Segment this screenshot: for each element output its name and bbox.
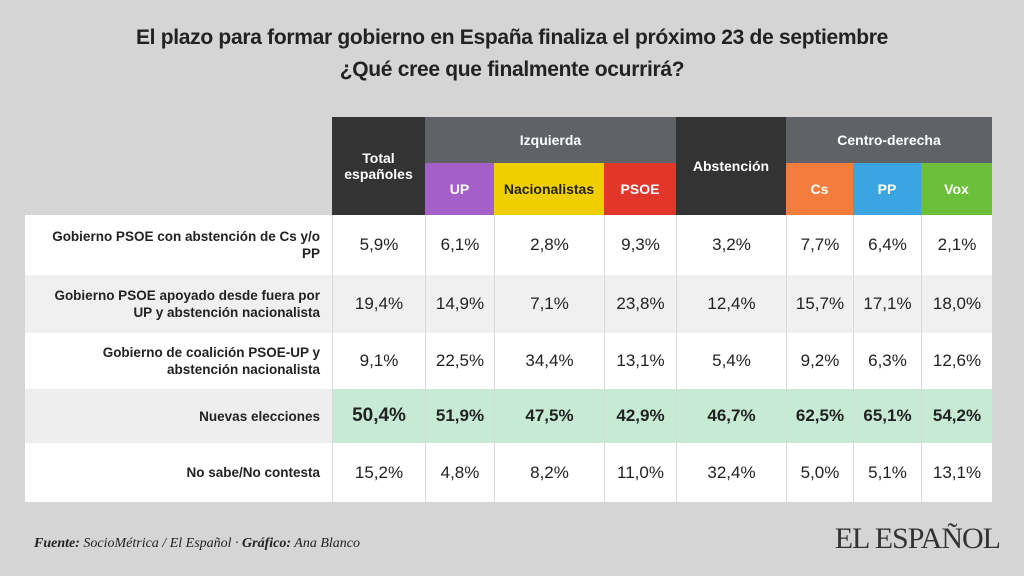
cell: 54,2% <box>921 389 992 443</box>
cell: 5,9% <box>332 215 425 275</box>
column-header: Abstención <box>676 117 786 215</box>
cell: 15,7% <box>786 275 853 333</box>
cell: 14,9% <box>425 275 494 333</box>
cell: 8,2% <box>494 443 604 502</box>
cell: 5,0% <box>786 443 853 502</box>
cell: 46,7% <box>676 389 786 443</box>
cell: 13,1% <box>604 333 676 389</box>
cell: 3,2% <box>676 215 786 275</box>
column-header: Nacionalistas <box>494 163 604 215</box>
group-header: Izquierda <box>425 117 676 163</box>
cell: 4,8% <box>425 443 494 502</box>
source: SocioMétrica / El Español · <box>83 536 239 551</box>
title: El plazo para formar gobierno en España … <box>135 26 889 49</box>
footer: Fuente: SocioMétrica / El Español · Gráf… <box>34 536 360 552</box>
cell: 2,8% <box>494 215 604 275</box>
cell: 9,1% <box>332 333 425 389</box>
cell: 32,4% <box>676 443 786 502</box>
column-header: UP <box>425 163 494 215</box>
cell: 7,1% <box>494 275 604 333</box>
cell: 42,9% <box>604 389 676 443</box>
subtitle: ¿Qué cree que finalmente ocurrirá? <box>339 58 685 81</box>
group-header: Centro-derecha <box>786 117 992 163</box>
cell: 12,6% <box>921 333 992 389</box>
cell: 34,4% <box>494 333 604 389</box>
logo: EL ESPAÑOL <box>834 522 1001 555</box>
cell: 18,0% <box>921 275 992 333</box>
cell: 62,5% <box>786 389 853 443</box>
column-header: PSOE <box>604 163 676 215</box>
source-label: Fuente: <box>34 536 80 551</box>
cell: 6,3% <box>853 333 921 389</box>
cell: 13,1% <box>921 443 992 502</box>
row-label: Gobierno PSOE apoyado desde fuera por UP… <box>25 275 332 333</box>
cell: 2,1% <box>921 215 992 275</box>
row-label: Gobierno PSOE con abstención de Cs y/o P… <box>25 215 332 275</box>
cell: 6,1% <box>425 215 494 275</box>
row-label: No sabe/No contesta <box>25 443 332 502</box>
cell: 7,7% <box>786 215 853 275</box>
credit-label: Gráfico: <box>242 536 292 551</box>
cell: 47,5% <box>494 389 604 443</box>
cell: 22,5% <box>425 333 494 389</box>
column-header: Vox <box>921 163 992 215</box>
cell: 23,8% <box>604 275 676 333</box>
cell: 51,9% <box>425 389 494 443</box>
column-header: Cs <box>786 163 853 215</box>
cell: 5,4% <box>676 333 786 389</box>
row-label: Gobierno de coalición PSOE-UP y abstenci… <box>25 333 332 389</box>
cell: 15,2% <box>332 443 425 502</box>
cell: 5,1% <box>853 443 921 502</box>
row-label: Nuevas elecciones <box>25 389 332 443</box>
cell: 50,4% <box>332 389 425 443</box>
column-header: Total españoles <box>332 117 425 215</box>
cell: 65,1% <box>853 389 921 443</box>
column-header: PP <box>853 163 921 215</box>
cell: 12,4% <box>676 275 786 333</box>
cell: 6,4% <box>853 215 921 275</box>
cell: 9,3% <box>604 215 676 275</box>
cell: 11,0% <box>604 443 676 502</box>
credit: Ana Blanco <box>294 536 361 551</box>
cell: 9,2% <box>786 333 853 389</box>
cell: 17,1% <box>853 275 921 333</box>
cell: 19,4% <box>332 275 425 333</box>
